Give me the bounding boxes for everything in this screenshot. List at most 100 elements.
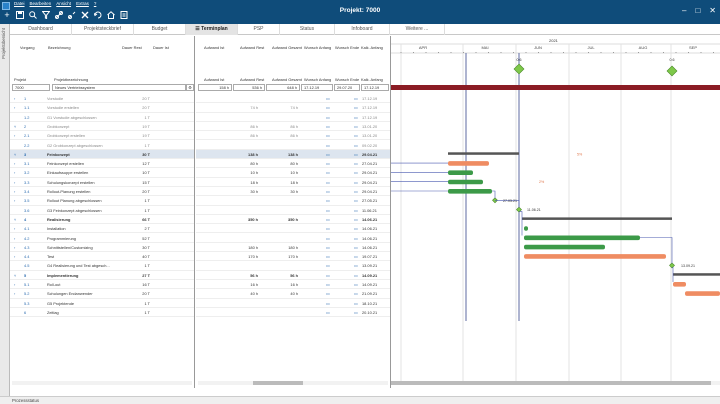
- project-number-field[interactable]: 7000: [12, 84, 50, 91]
- header-bezeichnung[interactable]: Bezeichnung: [48, 45, 71, 50]
- menu-help[interactable]: ?: [93, 1, 97, 6]
- expand-toggle[interactable]: ›: [14, 235, 16, 241]
- header-dauer-ist[interactable]: Dauer Ist: [153, 45, 169, 50]
- filter-icon[interactable]: [41, 10, 51, 20]
- effort-row[interactable]: ▭ ▭ 20.10.21: [196, 308, 390, 318]
- effort-row[interactable]: 86 h 86 h ▭ ▭ 13.01.20: [196, 122, 390, 132]
- expand-toggle[interactable]: ›: [14, 96, 16, 101]
- mid-h1-5[interactable]: Kalk. Anfang: [361, 45, 383, 50]
- task-row[interactable]: › 5.1 Roll-out 16 T: [10, 280, 194, 290]
- delete-icon[interactable]: [80, 10, 90, 20]
- gantt-scroll-thumb[interactable]: [391, 381, 711, 385]
- task-row[interactable]: › 1.1 Vorstudie erstellen 20 T: [10, 103, 194, 113]
- top-wunsch-ende[interactable]: 29.07.20: [334, 84, 360, 91]
- expand-toggle[interactable]: ›: [14, 226, 16, 232]
- expand-toggle[interactable]: ›: [14, 244, 16, 250]
- effort-row[interactable]: 170 h 170 h ▭ ▭ 19.07.21: [196, 252, 390, 262]
- tab-budget[interactable]: Budget: [134, 24, 186, 35]
- home-icon[interactable]: [106, 10, 116, 20]
- effort-row[interactable]: 10 h 10 h ▭ ▭ 29.04.21: [196, 168, 390, 178]
- task-row[interactable]: 6 Zeitlag 1 T: [10, 308, 194, 318]
- task-row[interactable]: ˅ 4 Realisierung 66 T: [10, 215, 194, 225]
- tab-dashboard[interactable]: Dashboard: [10, 24, 72, 35]
- tab-terminplan[interactable]: ☰ Terminplan: [186, 24, 238, 35]
- top-wunsch-anfang[interactable]: 17.12.19: [301, 84, 333, 91]
- effort-row[interactable]: 180 h 180 h ▭ ▭ 14.06.21: [196, 243, 390, 253]
- expand-toggle[interactable]: ›: [14, 291, 16, 297]
- task-row[interactable]: ˅ 5 Implementierung 27 T: [10, 271, 194, 280]
- task-row[interactable]: 5.3 G5 Projektende 1 T: [10, 299, 194, 308]
- task-row[interactable]: › 3.1 Feinkonzept erstellen 12 T: [10, 159, 194, 169]
- tab-psp[interactable]: PSP: [238, 24, 280, 35]
- task-row[interactable]: › 3.5 Rollout Planung abgeschlossen 1 T: [10, 196, 194, 206]
- expand-toggle[interactable]: ›: [14, 282, 16, 287]
- new-icon[interactable]: +: [4, 9, 10, 20]
- expand-toggle[interactable]: ˅: [14, 123, 17, 129]
- mid-scroll-thumb[interactable]: [253, 381, 303, 385]
- expand-toggle[interactable]: ›: [14, 179, 16, 185]
- expand-toggle[interactable]: ˅: [14, 272, 17, 278]
- effort-row[interactable]: 350 h 350 h ▭ ▭ 14.06.21: [196, 215, 390, 225]
- task-row[interactable]: › 3.3 Schulungskonzept erstellen 15 T: [10, 178, 194, 187]
- expand-toggle[interactable]: ›: [14, 254, 16, 260]
- menu-datei[interactable]: Datei: [14, 1, 25, 6]
- mid-h1-1[interactable]: Aufwand Rest: [240, 45, 265, 50]
- task-row[interactable]: › 4.2 Programmierung 52 T: [10, 234, 194, 243]
- expand-toggle[interactable]: ˅: [14, 216, 17, 222]
- effort-row[interactable]: ▭ ▭ 09.02.20: [196, 141, 390, 150]
- project-name-field[interactable]: Neues Vertriebssystem: [52, 84, 186, 91]
- top-aufwand-ist[interactable]: 158 h: [198, 84, 232, 91]
- search-icon[interactable]: [28, 10, 38, 20]
- app-menu-icon[interactable]: [2, 2, 10, 10]
- expand-toggle[interactable]: ›: [14, 170, 16, 176]
- effort-row[interactable]: 18 h 18 h ▭ ▭ 29.04.21: [196, 178, 390, 187]
- effort-row[interactable]: 80 h 80 h ▭ ▭ 27.04.21: [196, 159, 390, 169]
- task-row[interactable]: 3.6 G3 Feinkonzept abgeschlossen 1 T: [10, 206, 194, 215]
- effort-row[interactable]: ▭ ▭ 11.06.21: [196, 206, 390, 215]
- save-icon[interactable]: [15, 10, 25, 20]
- effort-row[interactable]: 30 h 30 h ▭ ▭ 29.04.21: [196, 187, 390, 197]
- settings-icon[interactable]: ⚙: [186, 84, 194, 91]
- tab-weitere[interactable]: Weitere ...: [390, 24, 445, 35]
- expand-toggle[interactable]: ›: [14, 161, 16, 167]
- expand-toggle[interactable]: ˅: [14, 151, 17, 157]
- effort-row[interactable]: ▭ ▭ 18.10.21: [196, 299, 390, 308]
- task-row[interactable]: › 3.4 Rollout-Planung erstellen 20 T: [10, 187, 194, 197]
- link-icon[interactable]: [54, 10, 64, 20]
- task-row[interactable]: › 2.1 Grobkonzept erstellen 19 T: [10, 131, 194, 141]
- task-row[interactable]: ˅ 2 Grobkonzept 19 T: [10, 122, 194, 132]
- menu-extras[interactable]: Extras: [76, 1, 89, 6]
- effort-row[interactable]: 40 h 40 h ▭ ▭ 21.09.21: [196, 289, 390, 299]
- task-row[interactable]: › 4.1 Installation 2 T: [10, 224, 194, 234]
- task-row[interactable]: › 4.3 Schnittstellen/Customizing 30 T: [10, 243, 194, 253]
- mid-h1-3[interactable]: Wunsch Anfang: [304, 45, 332, 50]
- mid-h1-4[interactable]: Wunsch Ende: [335, 45, 360, 50]
- task-row[interactable]: › 5.2 Schulungen Endanwender 20 T: [10, 289, 194, 299]
- task-row[interactable]: ˅ 3 Feinkonzept 30 T: [10, 149, 194, 160]
- top-aufwand-gesamt[interactable]: 648 h: [266, 84, 300, 91]
- expand-toggle[interactable]: ›: [14, 198, 16, 204]
- effort-row[interactable]: 74 h 74 h ▭ ▭ 17.12.19: [196, 103, 390, 113]
- task-row[interactable]: › 3.2 Einkaufssuppe erstellen 10 T: [10, 168, 194, 178]
- expand-toggle[interactable]: ›: [14, 189, 16, 194]
- effort-row[interactable]: ▭ ▭ 14.06.21: [196, 224, 390, 234]
- mid-h1-0[interactable]: Aufwand Ist: [204, 45, 225, 50]
- effort-row[interactable]: 56 h 56 h ▭ ▭ 14.09.21: [196, 271, 390, 280]
- task-row[interactable]: 1.2 G1 Vorstudie abgeschlossen 1 T: [10, 113, 194, 122]
- sidebar[interactable]: Projektübersicht: [0, 24, 10, 396]
- effort-row[interactable]: ▭ ▭ 27.05.21: [196, 196, 390, 206]
- task-row[interactable]: 2.2 G2 Grobkonzept abgeschlossen 1 T: [10, 141, 194, 150]
- task-row[interactable]: 4.5 G4 Realisierung und Test abgesch... 1 …: [10, 261, 194, 271]
- effort-row[interactable]: ▭ ▭ 17.12.19: [196, 113, 390, 122]
- effort-row[interactable]: ▭ ▭ 13.09.21: [196, 261, 390, 271]
- expand-toggle[interactable]: ›: [14, 105, 16, 111]
- left-scrollbar[interactable]: [12, 381, 192, 385]
- close-icon[interactable]: ✕: [709, 6, 716, 15]
- menu-ansicht[interactable]: Ansicht: [56, 1, 72, 6]
- mid-h1-2[interactable]: Aufwand Gesamt: [272, 45, 302, 50]
- mid-scrollbar[interactable]: [198, 381, 388, 385]
- gantt-scrollbar[interactable]: [391, 381, 720, 385]
- tab-projektsteckbrief[interactable]: Projektsteckbrief: [72, 24, 134, 35]
- task-row[interactable]: › 4.4 Test 40 T: [10, 252, 194, 262]
- effort-row[interactable]: ▭ ▭ 14.06.21: [196, 234, 390, 243]
